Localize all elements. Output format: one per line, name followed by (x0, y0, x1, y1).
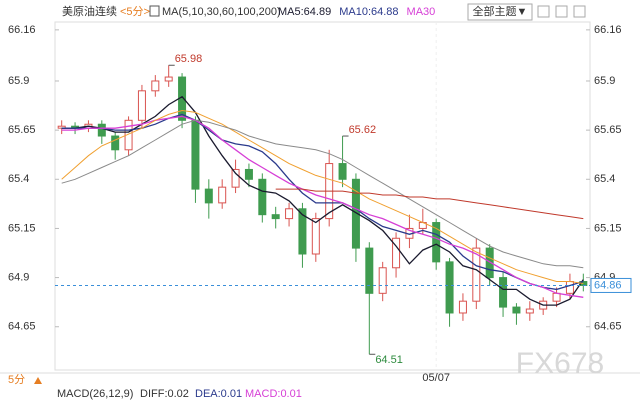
candle-body (111, 135, 120, 151)
candle-body (124, 119, 133, 151)
high-label: 65.98 (175, 53, 203, 65)
indicator: MA(5,10,30,60,100,200) (162, 6, 281, 18)
y-tick-label: 65.4 (8, 173, 29, 185)
theme-button[interactable] (467, 3, 533, 21)
candle-body (485, 247, 494, 279)
candle-body (392, 237, 401, 269)
candle-body (218, 186, 227, 204)
candle-body (137, 90, 146, 121)
title: 美原油连续 (62, 4, 117, 18)
watermark: FX678 (516, 347, 604, 380)
y-tick-label: 65.15 (8, 222, 36, 234)
candle-body (472, 247, 481, 302)
zoom-in[interactable] (537, 5, 550, 18)
candle-body (365, 247, 374, 294)
candle-body (565, 281, 574, 294)
candle-body (499, 277, 508, 308)
macd-title: MACD(26,12,9) (57, 388, 133, 400)
candle-body (512, 306, 521, 314)
candle-body (525, 308, 534, 314)
y2-tick-label: 66.16 (594, 24, 622, 36)
ma-line (275, 188, 584, 220)
candle-body (311, 218, 320, 255)
footer-selector[interactable]: 5分 (8, 373, 25, 386)
zoom-out[interactable] (555, 5, 568, 18)
candle-body (298, 208, 307, 255)
y-tick-label: 66.16 (8, 24, 36, 36)
ma-line (61, 115, 584, 298)
macd-dea: DEA:0.01 (195, 388, 242, 400)
candle-body (204, 188, 213, 204)
price-label: 64.86 (594, 279, 622, 291)
candle-body (445, 261, 454, 314)
candle-body (338, 163, 347, 180)
candle-body (231, 168, 240, 188)
candle-body (351, 178, 360, 249)
candle-body (97, 123, 106, 137)
candle-body (458, 300, 467, 314)
y2-tick-label: 65.4 (594, 173, 615, 185)
y2-tick-label: 64.65 (594, 321, 622, 333)
selector-arrow[interactable] (34, 377, 42, 384)
candle-body (432, 222, 441, 263)
candle-body (552, 292, 561, 302)
candle-body (285, 208, 294, 220)
indicator-icon[interactable] (149, 5, 160, 17)
candle-body (191, 119, 200, 190)
plot-frame (54, 21, 591, 371)
candle-body (258, 178, 267, 216)
y2-tick-label: 65.65 (594, 124, 622, 136)
fullscreen[interactable] (573, 5, 586, 18)
ma-line (61, 119, 584, 269)
ma-line (61, 95, 584, 306)
candle-body (271, 214, 280, 220)
y2-tick-label: 65.9 (594, 75, 615, 87)
candle-body (151, 80, 160, 92)
candle-body (244, 168, 253, 180)
macd-diff: DIFF:0.02 (140, 388, 189, 400)
period[interactable]: <5分> (120, 5, 150, 18)
high-label: 65.62 (349, 124, 377, 136)
macd-value: MACD:0.01 (245, 388, 302, 400)
candle-body (57, 125, 66, 129)
y-tick-label: 65.65 (8, 124, 36, 136)
legend-entry: MA30 (407, 6, 436, 18)
legend-entry: MA5:64.89 (278, 6, 331, 18)
y2-tick-label: 65.15 (594, 222, 622, 234)
low-label: 64.51 (375, 354, 403, 366)
legend: MA5:64.89 MA10:64.88 MA30 (278, 6, 435, 18)
ma-line (61, 113, 584, 291)
y-tick-label: 65.9 (8, 75, 29, 87)
price-box (590, 277, 632, 293)
theme-button-label[interactable]: 全部主题▼ (473, 4, 528, 18)
candle-body (378, 267, 387, 294)
y-tick-label: 64.65 (8, 321, 36, 333)
candle-body (164, 76, 173, 82)
y-tick-label: 64.9 (8, 271, 29, 283)
legend-entry: MA10:64.88 (339, 6, 398, 18)
x-tick-label: 05/07 (422, 372, 450, 384)
ma-line (61, 109, 584, 284)
